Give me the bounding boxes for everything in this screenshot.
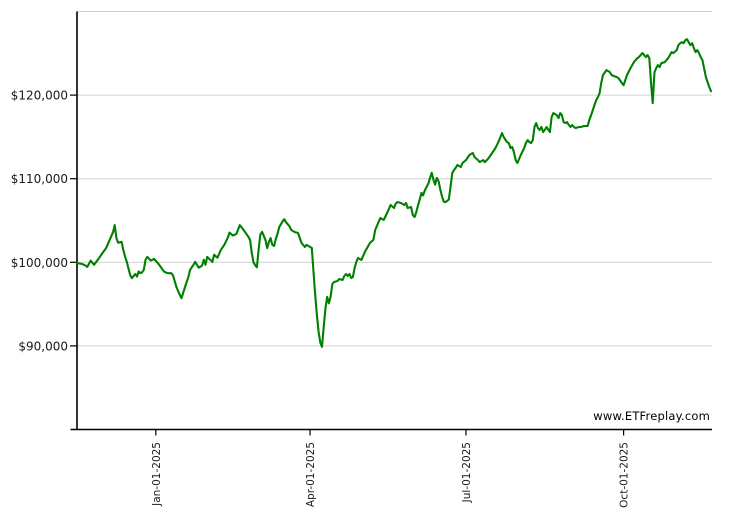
x-axis-label: Jan-01-2025 <box>151 442 163 507</box>
x-axis-label: Oct-01-2025 <box>619 442 631 508</box>
watermark-text: www.ETFreplay.com <box>593 409 710 423</box>
y-axis-label: $90,000 <box>18 339 68 353</box>
price-line <box>75 38 713 348</box>
y-axis-label: $120,000 <box>11 89 68 103</box>
x-axis-label: Apr-01-2025 <box>305 442 317 507</box>
y-axis-label: $110,000 <box>11 172 68 186</box>
x-axis-label: Jul-01-2025 <box>461 442 473 503</box>
y-axis-label: $100,000 <box>11 256 68 270</box>
